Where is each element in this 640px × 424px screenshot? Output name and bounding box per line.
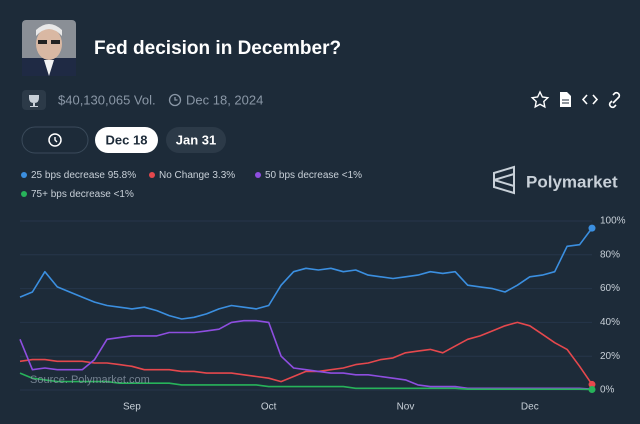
link-button[interactable] bbox=[608, 91, 621, 109]
series-line bbox=[19, 319, 593, 390]
end-dot bbox=[588, 224, 596, 232]
trophy-icon bbox=[29, 95, 39, 107]
tab-label[interactable]: Dec 18 bbox=[106, 132, 148, 147]
market-title: Fed decision in December? bbox=[94, 38, 341, 59]
series-line bbox=[19, 227, 593, 320]
legend-name: 75+ bps decrease bbox=[31, 189, 111, 200]
brand-logo bbox=[493, 165, 515, 195]
legend-entry: 75+ bps decrease <1% bbox=[31, 189, 134, 200]
end-dot bbox=[588, 385, 596, 393]
legend-value: 95.8% bbox=[108, 170, 136, 181]
star-button[interactable] bbox=[530, 90, 550, 109]
series-line bbox=[19, 372, 593, 391]
legend-name: No Change bbox=[159, 170, 210, 181]
legend-entry: 50 bps decrease <1% bbox=[265, 170, 362, 181]
legend-dot bbox=[21, 172, 27, 178]
x-tick-label: Sep bbox=[123, 402, 141, 413]
y-tick-label: 80% bbox=[600, 249, 620, 260]
plot: 0% 20% 40% 60% 80% 100% Sep Oct Nov Dec 25 bps dec… bbox=[19, 170, 626, 413]
tab-label[interactable]: Jan 31 bbox=[176, 132, 216, 147]
brand-name: Polymarket bbox=[526, 172, 618, 191]
legend-dot bbox=[149, 172, 155, 178]
y-tick-label: 0% bbox=[600, 385, 615, 396]
legend-entry: 25 bps decrease 95.8% bbox=[31, 170, 136, 181]
legend-entry: No Change 3.3% bbox=[159, 170, 235, 181]
y-tick-label: 20% bbox=[600, 351, 620, 362]
embed-button[interactable] bbox=[581, 94, 599, 105]
clock-icon bbox=[168, 93, 182, 107]
legend-dot bbox=[21, 191, 27, 197]
legend-value: 3.3% bbox=[212, 170, 235, 181]
legend-value: <1% bbox=[114, 189, 134, 200]
y-tick-label: 100% bbox=[600, 216, 626, 227]
y-tick-label: 60% bbox=[600, 283, 620, 294]
tab-active[interactable] bbox=[95, 127, 158, 153]
legend-name: 50 bps decrease bbox=[265, 170, 339, 181]
x-tick-label: Nov bbox=[397, 402, 415, 413]
y-tick-label: 40% bbox=[600, 317, 620, 328]
source-watermark: Source: Polymarket.com bbox=[30, 374, 150, 386]
legend-name: 25 bps decrease bbox=[31, 170, 105, 181]
history-tab[interactable] bbox=[21, 126, 89, 154]
end-dot bbox=[588, 380, 596, 388]
x-tick-label: Dec bbox=[521, 402, 539, 413]
end-date: Dec 18, 2024 bbox=[186, 92, 263, 107]
series-line bbox=[19, 321, 593, 385]
legend-value: <1% bbox=[342, 170, 362, 181]
market-image bbox=[22, 20, 76, 76]
document-button[interactable] bbox=[560, 92, 571, 107]
x-tick-label: Oct bbox=[261, 402, 277, 413]
volume: $40,130,065 Vol. bbox=[58, 92, 156, 107]
tab[interactable] bbox=[166, 127, 226, 153]
legend-dot bbox=[255, 172, 261, 178]
